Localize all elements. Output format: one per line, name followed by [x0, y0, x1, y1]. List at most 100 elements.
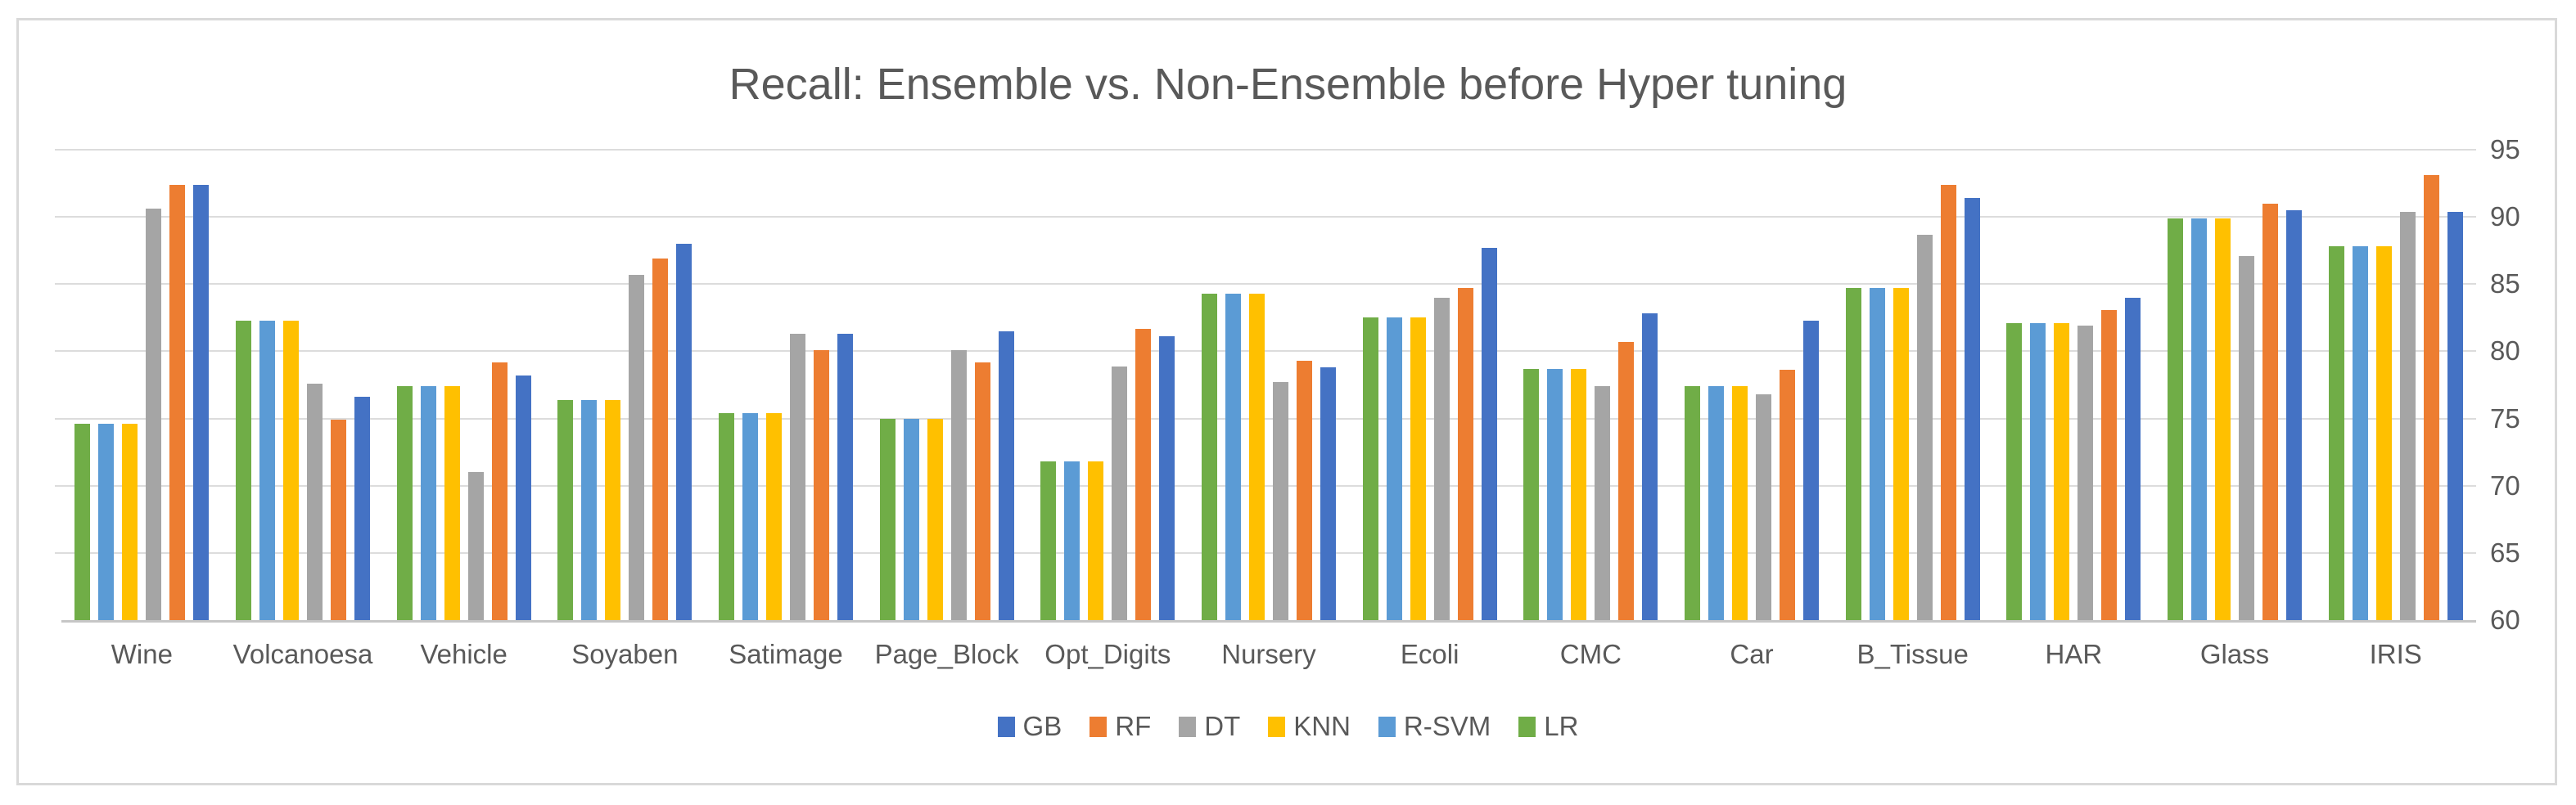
- bar-Page_Block-RF: [974, 362, 990, 620]
- bar-Car-DT: [1756, 394, 1771, 620]
- bar-Satimage-KNN: [766, 413, 782, 620]
- legend-item-DT: DT: [1179, 711, 1240, 742]
- category-label-Soyaben: Soyaben: [571, 639, 679, 669]
- bar-Satimage-LR: [719, 413, 734, 620]
- category-label-Page_Block: Page_Block: [874, 639, 1019, 669]
- bar-Glass-RF: [2262, 203, 2278, 620]
- bar-Volcanoesa-RF: [331, 420, 346, 620]
- bar-IRIS-RF: [2423, 175, 2439, 620]
- bar-Car-KNN: [1732, 386, 1748, 620]
- bar-Soyaben-RF: [652, 259, 669, 620]
- legend-swatch-LR: [1518, 716, 1536, 737]
- bar-B_Tissue-RF: [1940, 184, 1956, 620]
- bar-Page_Block-GB: [998, 331, 1014, 620]
- bar-CMC-GB: [1642, 313, 1658, 620]
- bar-Nursery-GB: [1320, 367, 1336, 620]
- bar-Ecoli-LR: [1362, 317, 1378, 620]
- bar-Page_Block-KNN: [927, 418, 943, 620]
- bar-IRIS-DT: [2399, 211, 2416, 620]
- bar-Volcanoesa-LR: [236, 320, 251, 620]
- category-label-HAR: HAR: [2045, 639, 2103, 669]
- bar-Vehicle-KNN: [444, 386, 460, 620]
- bar-Vehicle-RF: [491, 362, 508, 620]
- category-label-Volcanoesa: Volcanoesa: [232, 639, 373, 669]
- legend-swatch-DT: [1179, 716, 1197, 737]
- bar-Opt_Digits-R-SVM: [1064, 461, 1080, 620]
- y-tick-70: 70: [2490, 470, 2520, 501]
- bar-Satimage-R-SVM: [742, 413, 758, 620]
- bar-Wine-R-SVM: [98, 424, 115, 620]
- bar-Opt_Digits-DT: [1112, 366, 1128, 620]
- legend-label-LR: LR: [1544, 711, 1579, 741]
- bar-Glass-KNN: [2215, 218, 2231, 620]
- bar-Nursery-LR: [1202, 293, 1217, 620]
- bar-B_Tissue-R-SVM: [1869, 288, 1885, 620]
- gridline-85: [55, 283, 2476, 286]
- legend-item-KNN: KNN: [1268, 711, 1351, 742]
- bar-B_Tissue-LR: [1845, 288, 1861, 620]
- bar-Ecoli-GB: [1481, 247, 1497, 620]
- bar-Car-RF: [1780, 370, 1795, 620]
- bar-Vehicle-R-SVM: [420, 386, 436, 620]
- bar-Satimage-DT: [790, 334, 805, 620]
- bar-Nursery-RF: [1297, 360, 1312, 620]
- bar-Soyaben-KNN: [605, 399, 621, 620]
- bar-Wine-GB: [193, 184, 210, 620]
- bar-Page_Block-R-SVM: [903, 418, 919, 620]
- bar-Ecoli-KNN: [1410, 317, 1426, 620]
- bar-IRIS-GB: [2447, 211, 2463, 620]
- bar-Volcanoesa-DT: [307, 383, 323, 620]
- bar-HAR-R-SVM: [2030, 322, 2046, 620]
- bar-Glass-R-SVM: [2191, 218, 2207, 620]
- bar-IRIS-KNN: [2375, 246, 2392, 620]
- bar-B_Tissue-KNN: [1893, 288, 1909, 620]
- bar-B_Tissue-GB: [1964, 198, 1980, 620]
- bar-Volcanoesa-R-SVM: [259, 320, 275, 620]
- gridline-80: [55, 350, 2476, 353]
- chart-title: Recall: Ensemble vs. Non-Ensemble before…: [729, 60, 1847, 109]
- category-label-CMC: CMC: [1559, 639, 1622, 669]
- legend-swatch-R-SVM: [1378, 716, 1396, 737]
- legend-item-RF: RF: [1089, 711, 1151, 742]
- gridline-90: [55, 216, 2476, 218]
- bar-Wine-DT: [146, 209, 162, 620]
- bar-Glass-LR: [2168, 218, 2183, 620]
- bar-CMC-KNN: [1571, 368, 1587, 620]
- gridline-65: [55, 551, 2476, 554]
- bar-Vehicle-DT: [467, 472, 484, 620]
- legend-label-R-SVM: R-SVM: [1403, 711, 1491, 741]
- category-label-B_Tissue: B_Tissue: [1856, 639, 1969, 669]
- bar-Ecoli-RF: [1457, 288, 1473, 620]
- y-tick-90: 90: [2490, 201, 2520, 232]
- bar-Glass-DT: [2239, 255, 2254, 620]
- legend-swatch-GB: [997, 716, 1015, 737]
- bar-IRIS-LR: [2328, 246, 2344, 620]
- category-label-Wine: Wine: [111, 639, 173, 669]
- legend-item-LR: LR: [1518, 711, 1578, 742]
- bar-Opt_Digits-RF: [1135, 328, 1152, 620]
- bar-Car-GB: [1803, 320, 1819, 620]
- bar-HAR-LR: [2006, 322, 2023, 620]
- y-tick-60: 60: [2490, 605, 2520, 635]
- bar-Soyaben-GB: [676, 244, 692, 620]
- legend-swatch-KNN: [1268, 716, 1286, 737]
- bar-Ecoli-DT: [1433, 297, 1450, 620]
- bar-Opt_Digits-LR: [1040, 461, 1057, 620]
- bar-Wine-KNN: [122, 424, 138, 620]
- legend-label-RF: RF: [1115, 711, 1152, 741]
- bar-Nursery-DT: [1273, 382, 1288, 620]
- gridline-95: [55, 149, 2476, 151]
- plot-area: [55, 149, 2476, 623]
- bar-Volcanoesa-GB: [354, 397, 370, 620]
- bar-Satimage-GB: [837, 334, 853, 620]
- bar-B_Tissue-DT: [1916, 234, 1933, 620]
- bar-Glass-GB: [2286, 209, 2302, 620]
- legend-label-GB: GB: [1022, 711, 1062, 741]
- y-tick-95: 95: [2490, 134, 2520, 164]
- y-tick-75: 75: [2490, 402, 2520, 434]
- bar-CMC-R-SVM: [1547, 368, 1563, 620]
- y-tick-65: 65: [2490, 537, 2520, 568]
- bar-Wine-LR: [74, 424, 91, 620]
- bar-Vehicle-GB: [515, 376, 531, 620]
- gridline-75: [55, 417, 2476, 420]
